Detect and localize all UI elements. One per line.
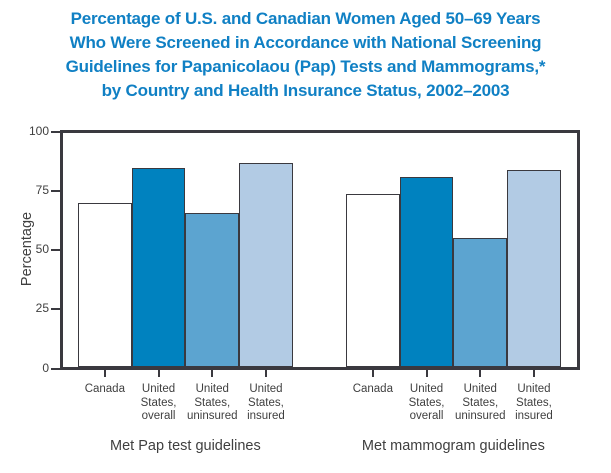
- x-category-label-0-2: United States, uninsured: [186, 383, 238, 422]
- y-tick-mark-0: [51, 367, 60, 370]
- x-category-label-1-1: United States, overall: [408, 383, 445, 422]
- y-tick-mark-75: [51, 189, 60, 192]
- chart-title-line-1: Percentage of U.S. and Canadian Women Ag…: [70, 9, 541, 28]
- x-category-label-1-2: United States, uninsured: [454, 383, 506, 422]
- group-label-met-pap-test-guidelines: Met Pap test guidelines: [110, 438, 261, 454]
- y-tick-label-75: 75: [35, 182, 49, 197]
- chart-title-line-2: Who Were Screened in Accordance with Nat…: [69, 33, 542, 52]
- bar-met-mammogram-guidelines-united-states-insured: [507, 170, 561, 367]
- y-tick-mark-25: [51, 308, 60, 311]
- bar-met-mammogram-guidelines-united-states-uninsured: [453, 238, 508, 367]
- y-tick-label-25: 25: [35, 301, 49, 316]
- x-tick-mark-1-1: [425, 370, 428, 377]
- bar-met-pap-test-guidelines-united-states-uninsured: [185, 212, 240, 367]
- x-tick-mark-0-2: [211, 370, 214, 377]
- chart-title-line-3: Guidelines for Papanicolaou (Pap) Tests …: [65, 57, 546, 76]
- bar-met-mammogram-guidelines-united-states-overall: [399, 177, 454, 367]
- y-tick-label-0: 0: [42, 360, 49, 375]
- y-tick-label-50: 50: [35, 242, 49, 256]
- chart-title-line-4: by Country and Health Insurance Status, …: [101, 81, 510, 100]
- y-tick-mark-100: [51, 130, 60, 133]
- bar-met-pap-test-guidelines-canada: [78, 203, 132, 367]
- x-category-label-0-3: United States, insured: [247, 383, 285, 422]
- x-tick-mark-1-3: [532, 370, 535, 377]
- y-tick-mark-50: [51, 249, 60, 251]
- bar-met-pap-test-guidelines-united-states-insured: [239, 163, 293, 367]
- x-tick-mark-1-0: [371, 370, 374, 377]
- group-label-met-mammogram-guidelines: Met mammogram guidelines: [361, 438, 545, 454]
- y-tick-label-100: 100: [28, 123, 49, 138]
- x-category-label-0-0: Canada: [84, 383, 125, 395]
- bar-met-pap-test-guidelines-united-states-overall: [131, 168, 186, 367]
- x-category-label-0-1: United States, overall: [140, 383, 177, 422]
- bar-met-mammogram-guidelines-canada: [346, 193, 400, 367]
- x-category-label-1-3: United States, insured: [515, 383, 553, 422]
- x-tick-mark-0-0: [103, 370, 106, 377]
- x-tick-mark-0-1: [157, 370, 160, 377]
- x-tick-mark-1-2: [479, 370, 482, 377]
- chart-title: Percentage of U.S. and Canadian Women Ag…: [0, 7, 611, 103]
- x-category-label-1-0: Canada: [352, 383, 393, 395]
- x-tick-mark-0-3: [264, 370, 267, 377]
